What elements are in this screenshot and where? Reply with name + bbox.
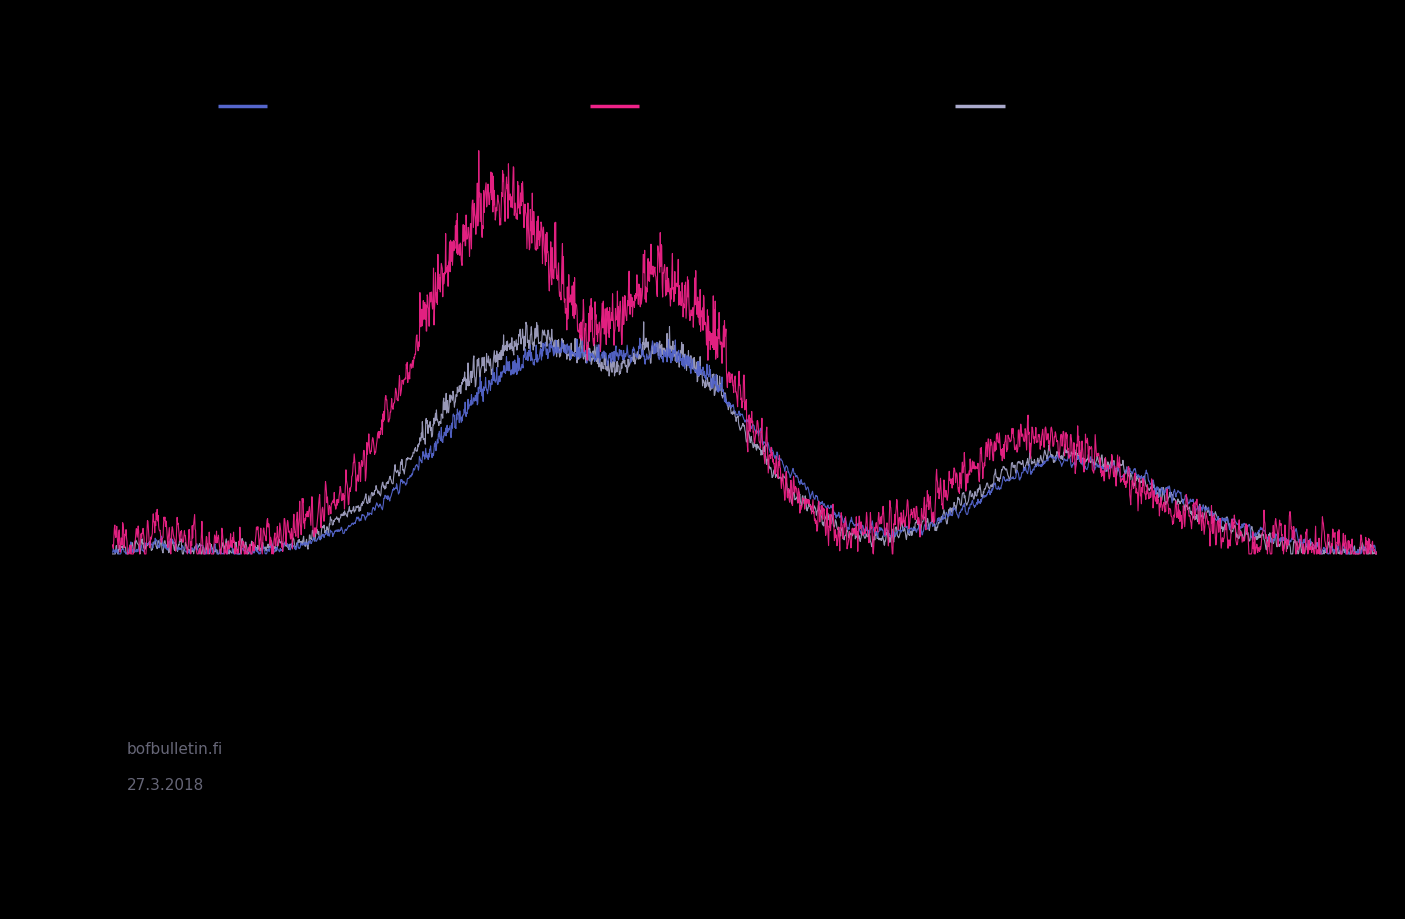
Text: 27.3.2018: 27.3.2018 xyxy=(126,778,204,793)
Text: bofbulletin.fi: bofbulletin.fi xyxy=(126,742,223,756)
